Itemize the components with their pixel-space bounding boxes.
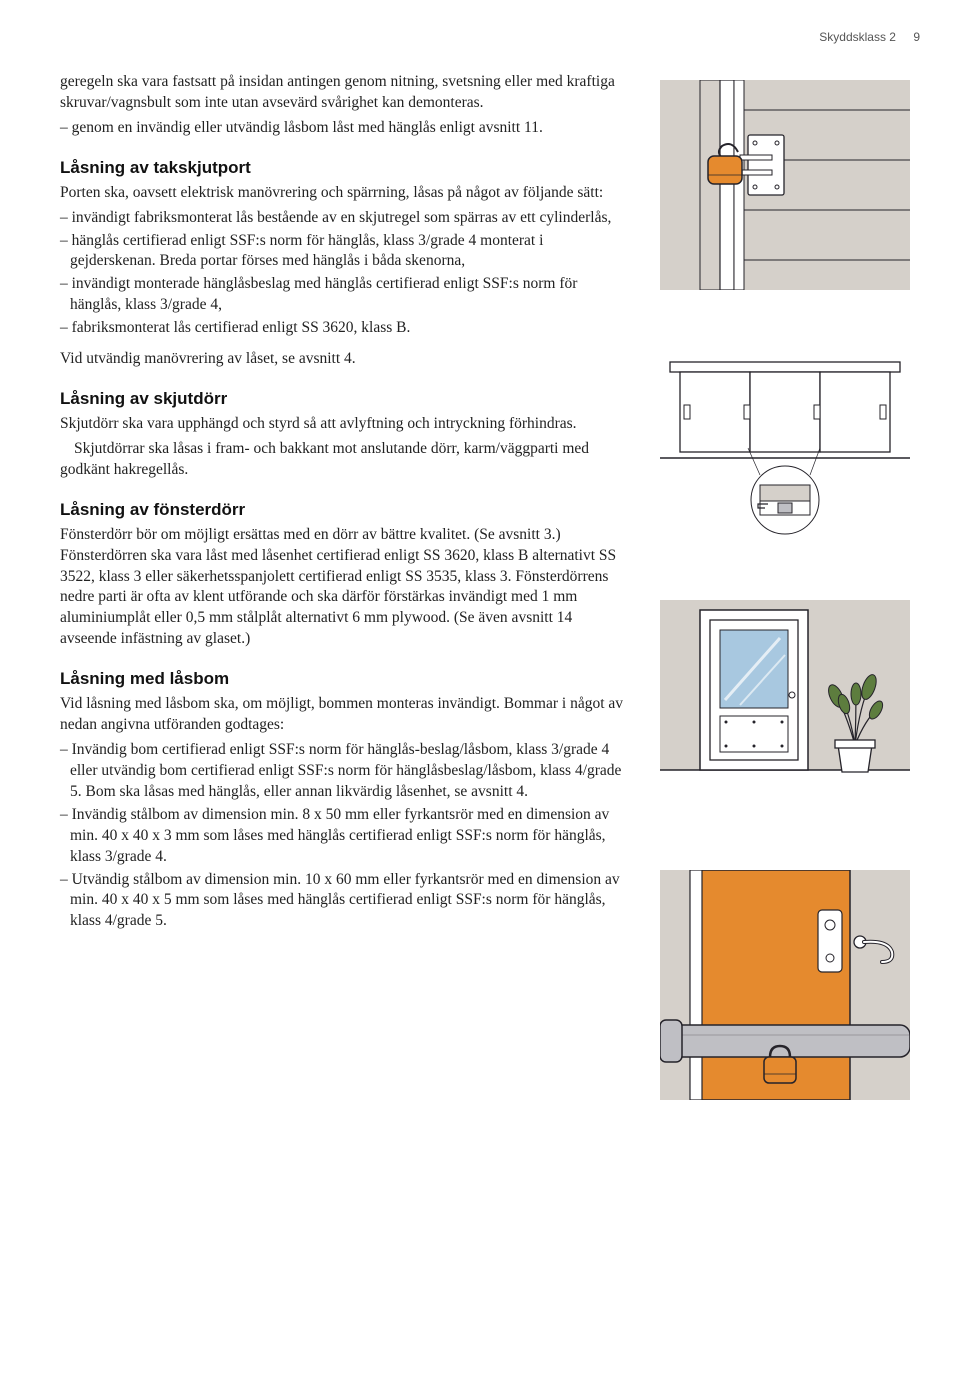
header-title: Skyddsklass 2 — [819, 30, 896, 44]
s1-heading: Låsning av takskjutport — [60, 157, 630, 180]
s2-p2: Skjutdörrar ska låsas i fram- och bakkan… — [60, 439, 630, 481]
list-item: invändigt fabriksmonterat lås bestående … — [60, 208, 630, 229]
illustration-column — [660, 72, 920, 1100]
s3-heading: Låsning av fönsterdörr — [60, 499, 630, 522]
illus-skjutdorr — [660, 350, 910, 540]
list-item: invändigt monterade hänglåsbeslag med hä… — [60, 274, 630, 316]
s1-trailing: Vid utvändig manövrering av låset, se av… — [60, 349, 630, 370]
illus-lasbom — [660, 870, 910, 1100]
intro-item: genom en invändig eller utvändig låsbom … — [60, 118, 630, 139]
illus-takskjutport — [660, 80, 910, 290]
s4-heading: Låsning med låsbom — [60, 668, 630, 691]
list-item: hänglås certifierad enligt SSF:s norm fö… — [60, 231, 630, 273]
s2-p1: Skjutdörr ska vara upphängd och styrd så… — [60, 414, 630, 435]
s3-p1: Fönsterdörr bör om möjligt ersättas med … — [60, 525, 630, 651]
s4-list: Invändig bom certifierad enligt SSF:s no… — [60, 740, 630, 932]
intro-p1: geregeln ska vara fastsatt på insidan an… — [60, 72, 630, 114]
s1-lead: Porten ska, oavsett elektrisk manövrerin… — [60, 183, 630, 204]
illus-fonsterdorr — [660, 600, 910, 810]
list-item: Invändig bom certifierad enligt SSF:s no… — [60, 740, 630, 803]
list-item: fabriksmonterat lås certifierad enligt S… — [60, 318, 630, 339]
s4-p1: Vid låsning med låsbom ska, om möjligt, … — [60, 694, 630, 736]
s2-heading: Låsning av skjutdörr — [60, 388, 630, 411]
s1-list: invändigt fabriksmonterat lås bestående … — [60, 208, 630, 340]
list-item: Invändig stålbom av dimension min. 8 x 5… — [60, 805, 630, 868]
page-header: Skyddsklass 2 9 — [60, 30, 920, 44]
text-column: geregeln ska vara fastsatt på insidan an… — [60, 72, 630, 1100]
list-item: Utvändig stålbom av dimension min. 10 x … — [60, 870, 630, 933]
header-pagenum: 9 — [913, 30, 920, 44]
